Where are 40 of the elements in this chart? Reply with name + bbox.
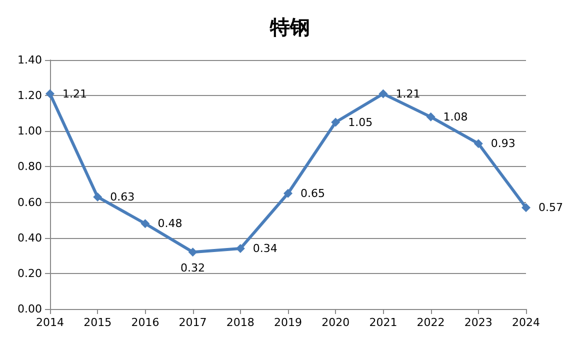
point — [426, 112, 436, 122]
x-tick-label: 2016 — [131, 316, 160, 329]
data-label: 1.05 — [348, 116, 373, 129]
x-tick-label: 2023 — [464, 316, 492, 329]
x-tick-label: 2021 — [369, 316, 398, 329]
data-label: 1.21 — [62, 87, 87, 100]
point — [188, 248, 198, 257]
point — [378, 89, 388, 98]
point — [331, 118, 340, 127]
point — [522, 203, 530, 212]
x-tick-label: 2014 — [36, 316, 64, 329]
data-label: 0.93 — [490, 137, 516, 150]
y-tick-label: 0.80 — [18, 160, 42, 174]
data-label: 0.32 — [180, 262, 206, 275]
x-tick-label: 2024 — [512, 316, 540, 329]
x-tick-label: 2019 — [274, 316, 302, 329]
point — [140, 219, 150, 228]
x-tick-label: 2018 — [226, 316, 254, 329]
y-tick-label: 0.60 — [18, 196, 42, 209]
data-label: 0.57 — [538, 201, 563, 214]
data-label: 0.48 — [158, 217, 182, 230]
x-tick-label: 2017 — [178, 316, 207, 329]
chart-title: 特钢 — [269, 15, 310, 39]
y-tick-label: 1.00 — [18, 124, 42, 138]
y-tick-label: 1.40 — [18, 54, 42, 66]
data-label: 0.65 — [300, 186, 325, 200]
data-label: 0.63 — [110, 190, 135, 204]
point — [284, 188, 292, 198]
x-tick-label: 2015 — [84, 316, 112, 329]
y-tick-label: 1.20 — [18, 89, 42, 102]
data-label: 1.08 — [443, 110, 468, 124]
y-tick-label: 0.00 — [18, 302, 42, 316]
point — [93, 192, 102, 202]
data-label: 0.34 — [252, 242, 278, 256]
x-tick-label: 2020 — [322, 316, 350, 329]
point — [474, 139, 483, 148]
y-tick-label: 0.20 — [18, 266, 42, 280]
data-label: 1.21 — [396, 87, 420, 100]
x-tick-label: 2022 — [416, 316, 445, 329]
y-tick-label: 0.40 — [18, 231, 42, 244]
